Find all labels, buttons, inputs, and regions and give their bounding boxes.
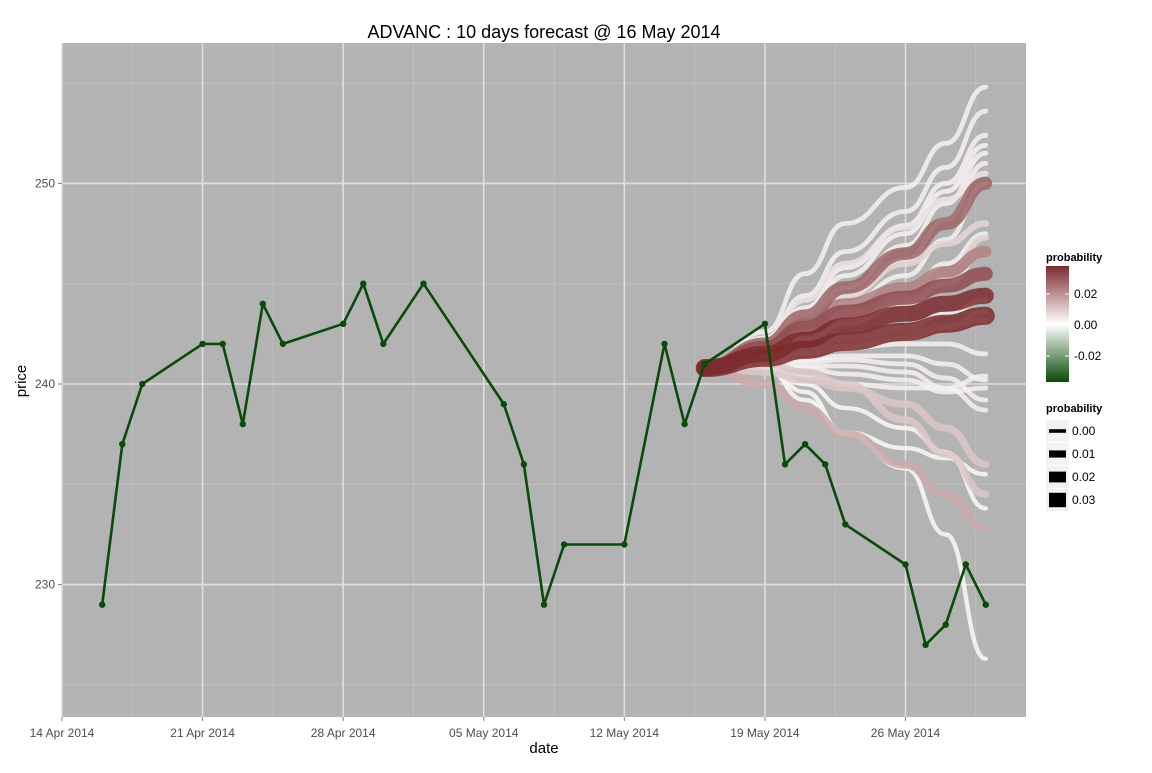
actual-price-point bbox=[822, 461, 829, 468]
actual-price-point bbox=[99, 601, 106, 608]
actual-price-point bbox=[942, 621, 949, 628]
colorbar bbox=[1046, 266, 1069, 382]
size-legend-swatch bbox=[1049, 471, 1066, 483]
actual-price-point bbox=[781, 461, 789, 468]
x-tick-label: 26 May 2014 bbox=[871, 726, 941, 740]
axes: 14 Apr 2014 21 Apr 2014 28 Apr 2014 05 May … bbox=[30, 176, 941, 740]
actual-price-point bbox=[360, 280, 367, 287]
actual-price-series bbox=[99, 280, 989, 648]
y-axis-title: price bbox=[13, 365, 30, 398]
actual-price-point bbox=[219, 340, 226, 348]
size-legend-swatch bbox=[1049, 429, 1066, 433]
forecast-path bbox=[701, 364, 990, 468]
colorbar-legend-title: probability bbox=[1046, 252, 1103, 264]
x-tick-label: 19 May 2014 bbox=[730, 726, 800, 740]
forecast-path bbox=[700, 363, 991, 533]
actual-price-point bbox=[922, 641, 929, 648]
actual-price-point bbox=[199, 340, 206, 348]
size-legend-swatch bbox=[1049, 492, 1066, 508]
size-legend-swatch bbox=[1049, 450, 1066, 458]
actual-price-point bbox=[259, 300, 266, 307]
actual-price-point bbox=[681, 420, 688, 428]
forecast-path bbox=[695, 306, 995, 377]
actual-price-point bbox=[540, 601, 548, 608]
chart-title: ADVANC : 10 days forecast @ 16 May 2014 bbox=[367, 22, 720, 42]
actual-price-point bbox=[560, 541, 568, 548]
actual-price-point bbox=[661, 340, 668, 348]
colorbar-label: -0.02 bbox=[1074, 349, 1102, 363]
actual-price-point bbox=[340, 320, 347, 327]
size-legend-label: 0.03 bbox=[1072, 493, 1096, 507]
forecast-paths bbox=[695, 84, 995, 661]
y-tick-label: 240 bbox=[35, 377, 55, 391]
y-tick-label: 230 bbox=[35, 578, 55, 592]
size-legend-title: probability bbox=[1046, 403, 1103, 415]
x-tick-label: 12 May 2014 bbox=[590, 726, 660, 740]
actual-price-point bbox=[380, 340, 387, 348]
actual-price-point bbox=[761, 320, 769, 327]
colorbar-label: 0.02 bbox=[1074, 287, 1098, 301]
x-tick-label: 28 Apr 2014 bbox=[311, 726, 376, 740]
actual-price-point bbox=[962, 561, 969, 568]
actual-price-point bbox=[982, 601, 989, 608]
actual-price-point bbox=[842, 521, 849, 528]
legends: probability 0.02 0.00 -0.02 probability 0.00 0… bbox=[1046, 252, 1103, 511]
x-axis-title: date bbox=[529, 740, 558, 757]
actual-price-point bbox=[420, 280, 427, 287]
actual-price-point bbox=[701, 360, 708, 368]
actual-price-point bbox=[139, 380, 146, 388]
x-tick-label: 21 Apr 2014 bbox=[170, 726, 235, 740]
actual-price-point bbox=[801, 441, 809, 448]
y-tick-label: 250 bbox=[35, 176, 55, 190]
actual-price-line bbox=[100, 282, 987, 647]
size-legend-label: 0.01 bbox=[1072, 447, 1096, 461]
actual-price-point bbox=[119, 441, 126, 448]
actual-price-point bbox=[621, 541, 628, 548]
actual-price-point bbox=[239, 420, 246, 428]
x-tick-label: 05 May 2014 bbox=[449, 726, 519, 740]
size-legend-label: 0.02 bbox=[1072, 470, 1096, 484]
colorbar-label: 0.00 bbox=[1074, 318, 1098, 332]
actual-price-point bbox=[902, 561, 909, 568]
actual-price-point bbox=[279, 340, 287, 348]
actual-price-point bbox=[520, 461, 528, 468]
x-tick-label: 14 Apr 2014 bbox=[30, 726, 95, 740]
size-legend-label: 0.00 bbox=[1072, 424, 1096, 438]
actual-price-point bbox=[500, 400, 507, 408]
